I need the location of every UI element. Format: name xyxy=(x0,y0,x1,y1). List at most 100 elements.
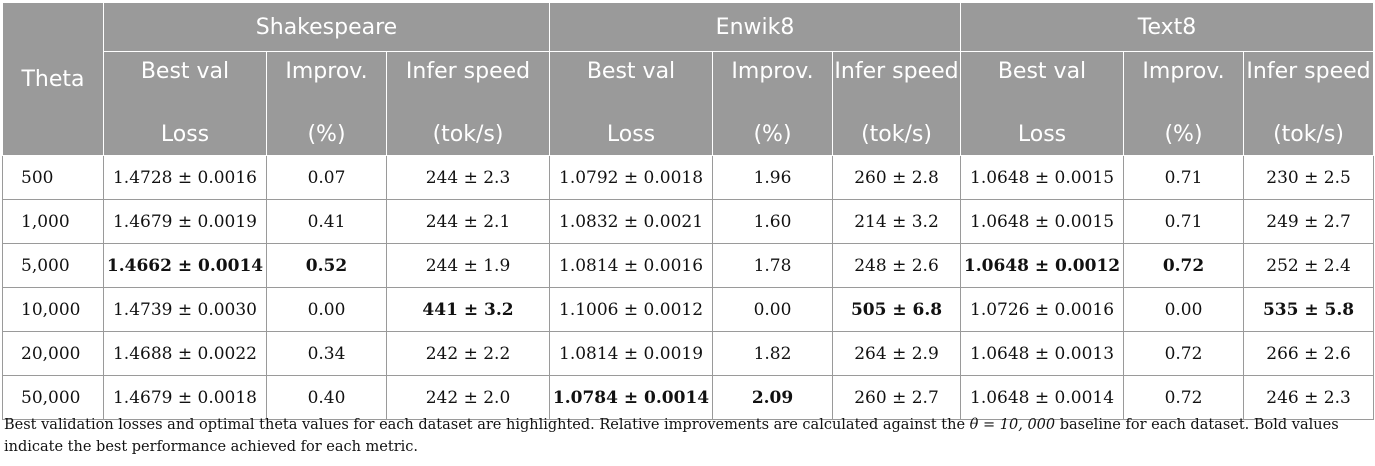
column-header-line2: (tok/s) xyxy=(861,122,932,147)
column-header-line1: Best val xyxy=(140,59,230,84)
column-header-line1: Infer speed xyxy=(1246,59,1371,84)
column-header-line1: Infer speed xyxy=(834,59,959,84)
column-header-line1: Best val xyxy=(586,59,676,84)
theta-cell: 50,000 xyxy=(2,375,104,420)
table-cell: 1.4688 ± 0.0022 xyxy=(103,331,267,376)
table-cell: 249 ± 2.7 xyxy=(1243,199,1375,244)
theta-cell: 5,000 xyxy=(2,243,104,288)
table-cell: 1.0648 ± 0.0015 xyxy=(960,199,1125,244)
table-row: 5,000 1.4662 ± 0.0014 0.52 244 ± 1.9 1.0814 … xyxy=(2,243,1375,288)
table-cell: 1.0648 ± 0.0015 xyxy=(960,155,1125,200)
column-header-line1: Infer speed xyxy=(405,59,531,84)
table-cell: 1.0792 ± 0.0018 xyxy=(549,155,714,200)
table-cell: 505 ± 6.8 xyxy=(832,287,962,332)
theta-cell: 20,000 xyxy=(2,331,104,376)
table-cell: 1.0648 ± 0.0013 xyxy=(960,331,1125,376)
column-header-4: Improv. (%) xyxy=(712,51,834,156)
group-header-enwik8: Enwik8 xyxy=(549,2,962,52)
column-header-7: Improv. (%) xyxy=(1123,51,1245,156)
table-cell: 1.1006 ± 0.0012 xyxy=(549,287,714,332)
table-cell: 0.00 xyxy=(1123,287,1245,332)
table-cell: 0.40 xyxy=(266,375,387,420)
table-cell: 1.0784 ± 0.0014 xyxy=(549,375,714,420)
column-header-line1: Improv. xyxy=(731,59,814,84)
table-cell: 252 ± 2.4 xyxy=(1243,243,1375,288)
theta-cell: 10,000 xyxy=(2,287,104,332)
table-cell: 1.4728 ± 0.0016 xyxy=(103,155,267,200)
table-row: 10,000 1.4739 ± 0.0030 0.00 441 ± 3.2 1.1006… xyxy=(2,287,1375,332)
table-cell: 1.0726 ± 0.0016 xyxy=(960,287,1125,332)
column-header-line2: Loss xyxy=(160,122,210,147)
table-cell: 1.0814 ± 0.0019 xyxy=(549,331,714,376)
column-header-line1: Improv. xyxy=(285,59,368,84)
table-cell: 1.4662 ± 0.0014 xyxy=(103,243,267,288)
column-header-line1: Improv. xyxy=(1142,59,1225,84)
table-cell: 0.52 xyxy=(266,243,387,288)
table-row: 20,000 1.4688 ± 0.0022 0.34 242 ± 2.2 1.0814… xyxy=(2,331,1375,376)
table-row: 1,000 1.4679 ± 0.0019 0.41 244 ± 2.1 1.0832 … xyxy=(2,199,1375,244)
table-cell: 1.0814 ± 0.0016 xyxy=(549,243,714,288)
table-cell: 1.78 xyxy=(712,243,834,288)
column-header-5: Infer speed (tok/s) xyxy=(832,51,962,156)
group-header-shakespeare: Shakespeare xyxy=(102,2,551,52)
table-cell: 244 ± 2.3 xyxy=(385,155,551,200)
column-header-1: Improv. (%) xyxy=(266,51,387,156)
column-header-2: Infer speed (tok/s) xyxy=(385,51,551,156)
table-cell: 260 ± 2.8 xyxy=(832,155,962,200)
table-cell: 1.0648 ± 0.0012 xyxy=(960,243,1125,288)
table-cell: 1.96 xyxy=(712,155,834,200)
table-row: 500 1.4728 ± 0.0016 0.07 244 ± 2.3 1.0792 ± … xyxy=(2,155,1375,200)
table-cell: 1.4679 ± 0.0019 xyxy=(103,199,267,244)
table-cell: 260 ± 2.7 xyxy=(832,375,962,420)
column-header-line2: Loss xyxy=(606,122,656,147)
column-header-0: Best val Loss xyxy=(103,51,267,156)
table-cell: 535 ± 5.8 xyxy=(1243,287,1375,332)
table-cell: 1.60 xyxy=(712,199,834,244)
results-table-container: Theta Shakespeare Enwik8 Text8 Best val L… xyxy=(2,2,1375,420)
table-cell: 1.0832 ± 0.0021 xyxy=(549,199,714,244)
table-cell: 1.4679 ± 0.0018 xyxy=(103,375,267,420)
table-cell: 244 ± 1.9 xyxy=(385,243,551,288)
group-header-text8: Text8 xyxy=(960,2,1375,52)
table-cell: 0.72 xyxy=(1123,331,1245,376)
table-cell: 0.41 xyxy=(266,199,387,244)
table-cell: 0.72 xyxy=(1123,243,1245,288)
table-cell: 0.07 xyxy=(266,155,387,200)
table-cell: 0.00 xyxy=(712,287,834,332)
column-header-line2: (%) xyxy=(1164,122,1203,147)
table-cell: 264 ± 2.9 xyxy=(832,331,962,376)
column-header-line2: Loss xyxy=(1017,122,1067,147)
column-header-line1: Best val xyxy=(997,59,1087,84)
table-cell: 0.34 xyxy=(266,331,387,376)
table-cell: 242 ± 2.0 xyxy=(385,375,551,420)
table-cell: 266 ± 2.6 xyxy=(1243,331,1375,376)
column-header-6: Best val Loss xyxy=(960,51,1125,156)
table-cell: 441 ± 3.2 xyxy=(385,287,551,332)
table-cell: 1.4739 ± 0.0030 xyxy=(103,287,267,332)
theta-cell: 500 xyxy=(2,155,104,200)
table-cell: 230 ± 2.5 xyxy=(1243,155,1375,200)
column-header-line2: (%) xyxy=(307,122,346,147)
table-cell: 0.72 xyxy=(1123,375,1245,420)
table-cell: 248 ± 2.6 xyxy=(832,243,962,288)
table-cell: 242 ± 2.2 xyxy=(385,331,551,376)
table-cell: 244 ± 2.1 xyxy=(385,199,551,244)
table-cell: 214 ± 3.2 xyxy=(832,199,962,244)
table-cell: 246 ± 2.3 xyxy=(1243,375,1375,420)
column-header-line2: (%) xyxy=(753,122,792,147)
table-cell: 2.09 xyxy=(712,375,834,420)
table-cell: 0.71 xyxy=(1123,155,1245,200)
table-cell: 0.00 xyxy=(266,287,387,332)
table-cell: 1.0648 ± 0.0014 xyxy=(960,375,1125,420)
table-cell: 0.71 xyxy=(1123,199,1245,244)
theta-cell: 1,000 xyxy=(2,199,104,244)
results-table: Theta Shakespeare Enwik8 Text8 Best val L… xyxy=(2,2,1375,420)
footnote-math: θ = 10, 000 xyxy=(969,417,1056,433)
column-header-8: Infer speed (tok/s) xyxy=(1243,51,1375,156)
column-header-line2: (tok/s) xyxy=(432,122,504,147)
table-cell: 1.82 xyxy=(712,331,834,376)
footnote-text-1: Best validation losses and optimal theta… xyxy=(4,417,970,433)
theta-header: Theta xyxy=(2,2,104,156)
column-header-3: Best val Loss xyxy=(549,51,714,156)
column-header-line2: (tok/s) xyxy=(1273,122,1344,147)
